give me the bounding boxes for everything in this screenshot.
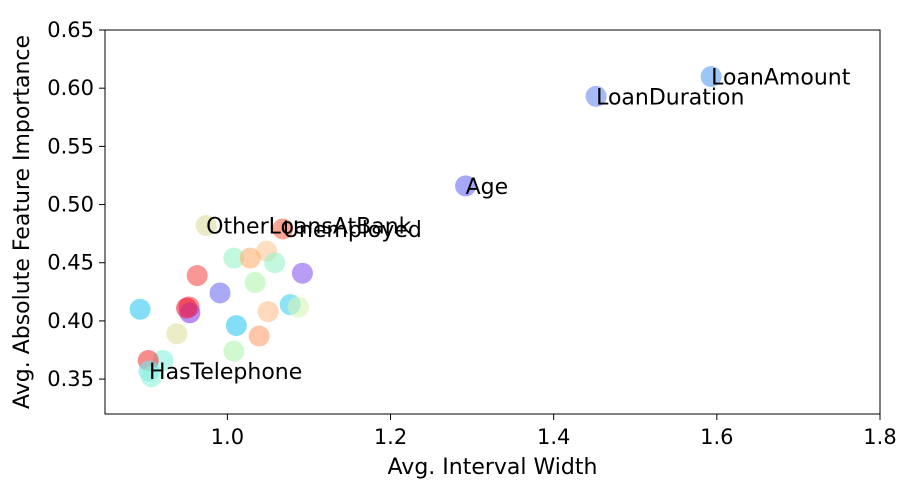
data-point <box>209 282 231 304</box>
data-point <box>195 214 217 236</box>
data-point <box>129 298 151 320</box>
point-annotation: Age <box>466 175 509 200</box>
data-point <box>239 247 261 269</box>
data-point <box>244 272 266 294</box>
y-tick-label: 0.60 <box>47 76 94 100</box>
x-tick-label: 1.6 <box>700 425 733 449</box>
point-annotation: OtherLoansAtBank <box>206 214 411 239</box>
data-point <box>272 218 294 240</box>
x-axis-label: Avg. Interval Width <box>388 455 598 480</box>
data-point <box>166 323 188 345</box>
data-point <box>186 265 208 287</box>
y-tick-label: 0.65 <box>47 18 94 42</box>
data-point <box>176 297 198 319</box>
y-tick-label: 0.35 <box>47 367 94 391</box>
data-point <box>223 247 245 269</box>
data-point <box>264 252 286 274</box>
data-point <box>585 85 607 107</box>
data-point <box>223 340 245 362</box>
y-axis-ticks: 0.35 0.40 0.45 0.50 0.55 0.60 0.65 <box>47 18 105 391</box>
x-tick-label: 1.2 <box>374 425 407 449</box>
point-annotation: Unemployed <box>283 218 422 243</box>
y-axis-label: Avg. Absolute Feature Importance <box>10 35 35 409</box>
data-point <box>700 66 722 88</box>
point-annotation: HasTelephone <box>149 360 302 385</box>
x-tick-label: 1.4 <box>537 425 570 449</box>
point-annotation: LoanAmount <box>711 66 851 91</box>
y-tick-label: 0.40 <box>47 309 94 333</box>
data-points <box>129 66 722 388</box>
y-tick-label: 0.50 <box>47 193 94 217</box>
data-point <box>287 296 309 318</box>
data-point <box>141 366 162 388</box>
plot-frame <box>104 29 881 415</box>
data-point <box>225 315 247 337</box>
y-tick-label: 0.55 <box>47 134 94 158</box>
x-tick-label: 1.0 <box>211 425 244 449</box>
point-annotation: LoanDuration <box>596 85 744 110</box>
x-axis-ticks: 1.0 1.2 1.4 1.6 1.8 <box>211 414 897 449</box>
data-point <box>257 301 279 323</box>
y-tick-label: 0.45 <box>47 251 94 275</box>
data-point <box>248 325 270 347</box>
x-tick-label: 1.8 <box>863 425 896 449</box>
data-point <box>455 175 477 197</box>
data-point <box>291 262 313 284</box>
